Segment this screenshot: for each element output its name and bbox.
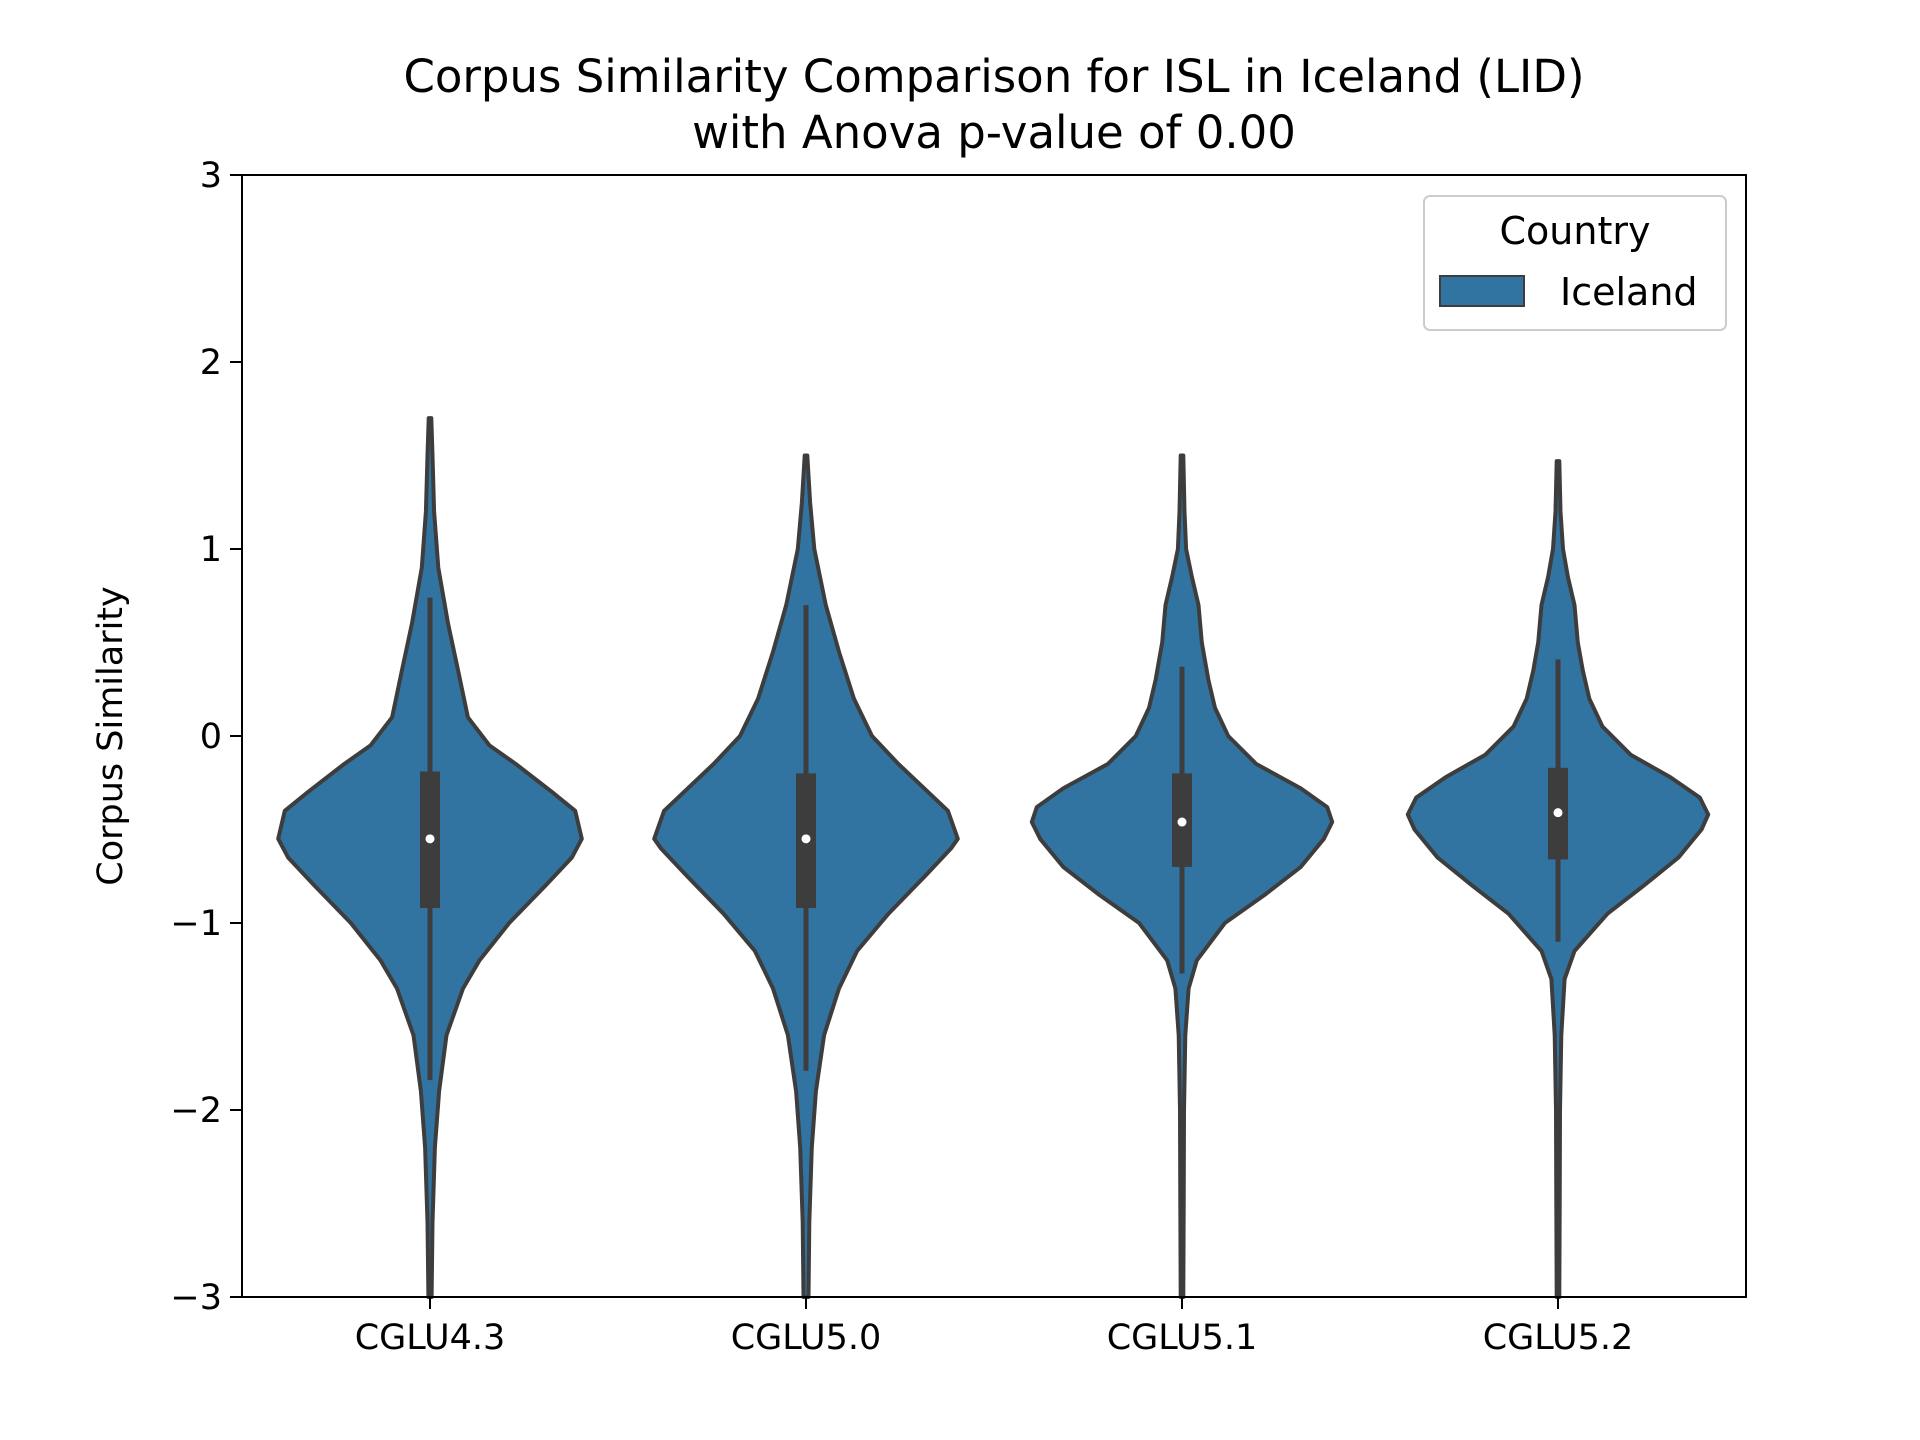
chart-title: Corpus Similarity Comparison for ISL in … <box>403 50 1584 103</box>
y-tick-label: −2 <box>170 1091 222 1131</box>
violins-group <box>276 416 1711 1299</box>
median-dot-cglu5-0 <box>801 834 811 844</box>
legend: Country Iceland <box>1423 195 1727 331</box>
y-axis: −3 −2 −1 0 1 2 3 <box>170 156 242 1318</box>
x-tick-label: CGLU4.3 <box>355 1318 506 1358</box>
y-tick-label: 2 <box>200 343 222 383</box>
y-tick-label: 0 <box>200 717 222 757</box>
y-tick-label: 3 <box>200 156 222 196</box>
median-dot-cglu5-2 <box>1553 808 1563 818</box>
chart-subtitle: with Anova p-value of 0.00 <box>692 106 1296 159</box>
x-tick-label: CGLU5.0 <box>731 1318 882 1358</box>
y-tick-label: −3 <box>170 1278 222 1318</box>
median-dot-cglu4-3 <box>425 834 435 844</box>
legend-swatch-iceland <box>1439 275 1525 307</box>
y-axis-label: Corpus Similarity <box>91 586 131 885</box>
x-tick-label: CGLU5.1 <box>1107 1318 1258 1358</box>
y-tick-label: 1 <box>200 530 222 570</box>
x-tick-label: CGLU5.2 <box>1483 1318 1634 1358</box>
x-axis: CGLU4.3 CGLU5.0 CGLU5.1 CGLU5.2 <box>355 1297 1634 1358</box>
legend-label-iceland: Iceland <box>1560 270 1698 314</box>
y-tick-label: −1 <box>170 904 222 944</box>
median-dot-cglu5-1 <box>1177 817 1187 827</box>
legend-title: Country <box>1500 209 1651 253</box>
